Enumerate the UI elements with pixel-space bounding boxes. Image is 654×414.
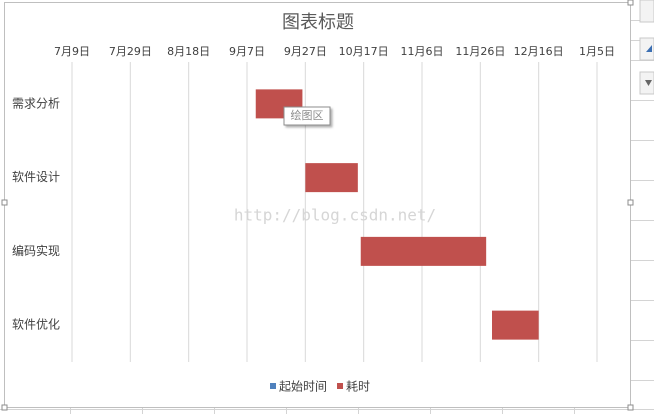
chart-area[interactable] <box>4 2 631 408</box>
y-tick-label: 编码实现 <box>12 243 60 258</box>
x-tick-label: 11月26日 <box>455 45 505 58</box>
x-tick-label: 9月7日 <box>229 45 265 58</box>
chart-title: 图表标题 <box>282 12 354 33</box>
y-tick-label: 软件设计 <box>12 170 60 184</box>
tooltip: 绘图区 <box>283 106 331 126</box>
resize-handles <box>1 0 634 411</box>
x-tick-label: 12月16日 <box>514 45 564 58</box>
x-tick-label: 1月5日 <box>579 45 615 58</box>
bar <box>360 236 487 266</box>
legend-swatch <box>337 383 344 389</box>
bar <box>492 310 539 340</box>
x-tick-label: 7月9日 <box>54 45 90 58</box>
y-tick-label: 需求分析 <box>12 96 60 110</box>
x-tick-label: 11月6日 <box>401 45 444 58</box>
watermark: http://blog.csdn.net/ <box>234 206 436 225</box>
x-tick-label: 10月17日 <box>339 45 389 58</box>
legend-swatch <box>270 383 276 389</box>
x-tick-label: 8月18日 <box>167 45 210 58</box>
tooltip-box <box>283 106 331 126</box>
y-tick-label: 软件优化 <box>12 318 60 332</box>
legend-label: 起始时间 <box>279 380 327 394</box>
tooltip-text: 绘图区 <box>291 108 324 122</box>
x-tick-label: 7月29日 <box>109 45 152 58</box>
x-tick-label: 9月27日 <box>284 45 327 58</box>
chart-tools[interactable] <box>639 0 654 95</box>
bar <box>305 163 358 193</box>
legend-label: 耗时 <box>346 380 370 394</box>
